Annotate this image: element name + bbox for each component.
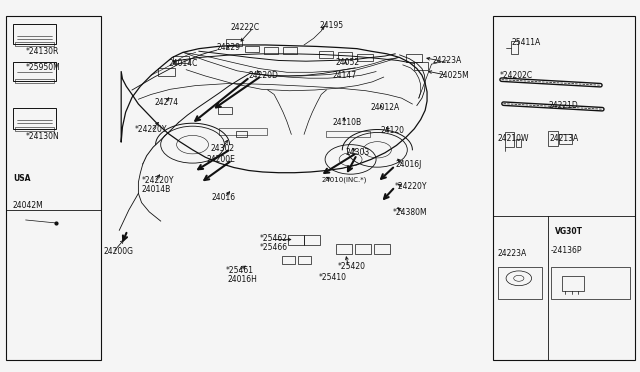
- Bar: [319, 51, 333, 58]
- Text: 24010(INC.*): 24010(INC.*): [321, 176, 367, 183]
- Text: 24213A: 24213A: [549, 134, 579, 142]
- Text: 24016: 24016: [212, 193, 236, 202]
- Bar: [499, 267, 541, 299]
- Bar: [15, 42, 54, 46]
- Text: 24025M: 24025M: [438, 71, 469, 80]
- Text: *25950M: *25950M: [26, 63, 60, 72]
- Text: *25462: *25462: [259, 234, 287, 243]
- Text: *25461: *25461: [226, 266, 253, 275]
- Text: 24223A: 24223A: [432, 56, 461, 65]
- Bar: [6, 16, 100, 359]
- Bar: [13, 109, 56, 129]
- Text: 24223A: 24223A: [497, 249, 526, 258]
- Bar: [374, 244, 390, 254]
- Bar: [338, 52, 352, 59]
- Bar: [15, 127, 54, 131]
- Bar: [218, 108, 232, 114]
- Bar: [511, 41, 518, 54]
- Text: *24220Y: *24220Y: [395, 182, 428, 191]
- Text: 24110B: 24110B: [333, 118, 362, 127]
- Text: 24147: 24147: [332, 71, 356, 80]
- Text: 24229: 24229: [217, 43, 241, 52]
- Text: *24220Y: *24220Y: [135, 125, 168, 134]
- Text: VG30T: VG30T: [554, 227, 582, 235]
- Bar: [406, 54, 422, 62]
- Bar: [548, 131, 557, 146]
- Text: 24220D: 24220D: [248, 71, 278, 80]
- Bar: [493, 16, 635, 359]
- Bar: [298, 256, 311, 263]
- Bar: [559, 134, 572, 144]
- Text: *24130R: *24130R: [26, 47, 59, 56]
- Bar: [357, 54, 373, 61]
- Bar: [505, 132, 515, 147]
- Bar: [173, 56, 189, 63]
- Bar: [236, 131, 247, 137]
- Text: 24052: 24052: [335, 58, 360, 67]
- Bar: [15, 79, 54, 83]
- Text: 24222C: 24222C: [231, 23, 260, 32]
- Text: 24303: 24303: [346, 148, 370, 157]
- Text: 24302: 24302: [211, 144, 234, 153]
- Text: 24200G: 24200G: [103, 247, 133, 256]
- Text: *24220Y: *24220Y: [141, 176, 174, 185]
- Bar: [13, 62, 56, 81]
- Bar: [283, 47, 297, 54]
- Text: 24120: 24120: [381, 126, 404, 135]
- Bar: [550, 267, 630, 299]
- Text: 24042M: 24042M: [13, 201, 44, 210]
- Bar: [282, 256, 294, 263]
- Text: *25466: *25466: [259, 243, 287, 252]
- Text: USA: USA: [13, 174, 30, 183]
- Text: 24016H: 24016H: [228, 275, 257, 283]
- Text: 24221D: 24221D: [548, 101, 578, 110]
- Text: *25420: *25420: [338, 262, 366, 271]
- Bar: [336, 244, 352, 254]
- Bar: [326, 131, 370, 137]
- Text: 24200E: 24200E: [207, 155, 236, 164]
- Text: 24012A: 24012A: [371, 103, 400, 112]
- Text: 24014B: 24014B: [141, 185, 171, 194]
- Text: -24136P: -24136P: [550, 246, 582, 255]
- Text: 25411A: 25411A: [511, 38, 540, 47]
- Bar: [516, 139, 522, 147]
- Text: 24195: 24195: [320, 21, 344, 30]
- Bar: [264, 47, 278, 54]
- Bar: [226, 39, 242, 46]
- Bar: [304, 235, 320, 245]
- Text: 24210W: 24210W: [497, 134, 529, 142]
- Text: 24274: 24274: [154, 99, 179, 108]
- Text: *24202C: *24202C: [500, 71, 533, 80]
- Bar: [157, 68, 175, 76]
- Bar: [414, 62, 428, 70]
- Text: *25410: *25410: [319, 273, 347, 282]
- Text: *24130N: *24130N: [26, 132, 60, 141]
- Text: *24380M: *24380M: [393, 208, 428, 217]
- Bar: [220, 128, 267, 135]
- Bar: [245, 46, 259, 52]
- Bar: [562, 276, 584, 291]
- Bar: [355, 244, 371, 254]
- Text: 24016J: 24016J: [395, 160, 422, 169]
- Text: 24014C: 24014C: [168, 59, 198, 68]
- Bar: [288, 235, 304, 245]
- Bar: [13, 23, 56, 44]
